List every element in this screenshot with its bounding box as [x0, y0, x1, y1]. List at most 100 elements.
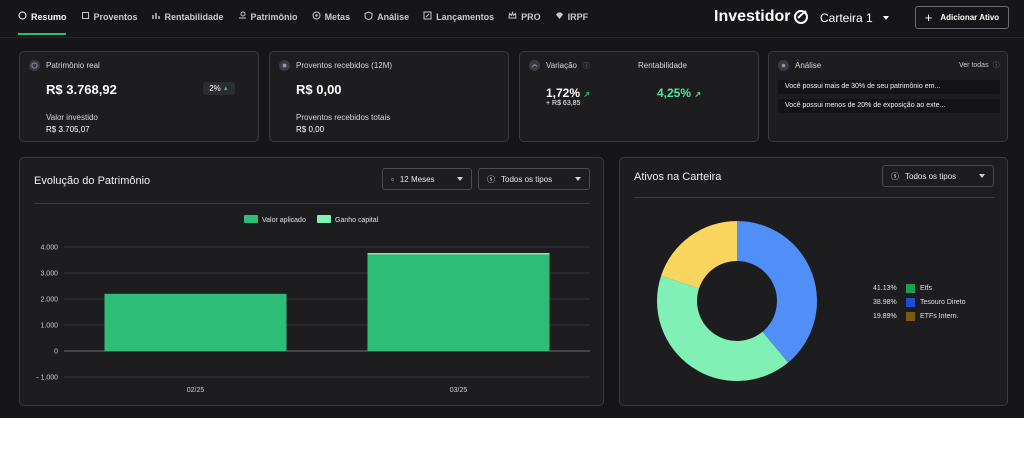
proventos-value: R$ 0,00 — [296, 82, 342, 97]
legend-swatch — [906, 311, 915, 321]
y-tick-label: 4.000 — [40, 245, 58, 252]
legend-label: Valor aplicado — [262, 217, 306, 224]
type-select[interactable]: ⓢ Todos os tipos — [478, 168, 590, 190]
nav-tab-irpf[interactable]: IRPF — [555, 11, 589, 22]
globe-icon — [29, 60, 40, 71]
brand-logo[interactable]: Investidor — [714, 8, 809, 26]
legend-label: ETFs Intern. — [920, 312, 959, 320]
donut-slice-etfs-intern-[interactable] — [661, 221, 737, 289]
insight-item[interactable]: Você possui mais de 30% de seu patrimôni… — [778, 80, 1000, 94]
legend-item[interactable]: Valor aplicado — [244, 215, 306, 224]
active-tab-indicator — [18, 33, 66, 35]
sub-value: R$ 3.705,07 — [46, 125, 90, 134]
legend-row: 38.98% Tesouro Direto — [873, 295, 966, 309]
nav-tab-resumo[interactable]: Resumo — [18, 11, 67, 22]
card-variacao: Variação ⓘ Rentabilidade 1,72% ↗ + R$ 63… — [519, 51, 759, 142]
book-icon — [81, 11, 90, 22]
donut-slice-tesouro-direto[interactable] — [737, 221, 817, 363]
y-tick-label: - 1.000 — [36, 375, 58, 382]
y-tick-label: 2.000 — [40, 297, 58, 304]
wallet-name: Carteira 1 — [820, 11, 873, 25]
nav-tab-metas[interactable]: Metas — [312, 11, 350, 22]
rentabilidade-title: Rentabilidade — [638, 61, 687, 70]
nav-tab-label: Patrimônio — [250, 11, 298, 22]
nav-tab-pro[interactable]: PRO — [508, 10, 541, 22]
bar-chart-icon — [151, 11, 161, 22]
y-tick-label: 3.000 — [40, 271, 58, 278]
sub-value: R$ 0,00 — [296, 125, 325, 134]
nav-tab-analise[interactable]: Análise — [364, 11, 409, 22]
chevron-down-icon — [457, 177, 463, 181]
variation-badge: 2% ▲ — [203, 82, 235, 95]
evolucao-panel: Evolução do Patrimônio ▫ 12 Meses ⓢ Todos … — [19, 157, 604, 406]
chevron-down-icon — [979, 174, 985, 178]
help-icon[interactable]: ⓘ — [582, 62, 590, 70]
arrow-up-right-icon: ↗ — [583, 90, 591, 99]
diamond-icon — [555, 11, 564, 22]
legend-row: 41.13% Etfs — [873, 281, 966, 295]
bar-valor-aplicado[interactable] — [104, 293, 287, 351]
patrimonio-value: R$ 3.768,92 — [46, 82, 117, 97]
nav-tab-patrimonio[interactable]: Patrimônio — [238, 11, 298, 22]
nav-tab-label: Rentabilidade — [164, 11, 224, 22]
target-icon — [312, 11, 321, 22]
legend-swatch — [317, 215, 331, 223]
arrow-up-icon: ▲ — [222, 85, 229, 92]
nav-tab-rentabilidade[interactable]: Rentabilidade — [151, 11, 224, 22]
legend-pct: 38.98% — [873, 298, 897, 306]
bar-ganho-capital[interactable] — [367, 253, 550, 255]
sub-label: Proventos recebidos totais — [296, 113, 391, 122]
ativos-panel: Ativos na Carteira ⓢ Todos os tipos — [619, 157, 1008, 406]
hand-coin-icon — [238, 11, 247, 22]
nav-tab-label: PRO — [521, 11, 541, 22]
crown-icon — [508, 10, 517, 22]
nav-tab-label: Lançamentos — [436, 11, 495, 22]
period-select[interactable]: ▫ 12 Meses — [382, 168, 472, 190]
ativos-donut-chart — [657, 221, 817, 381]
type-select[interactable]: ⓢ Todos os tipos — [882, 165, 994, 187]
help-icon: ⓘ — [992, 62, 1000, 69]
bar-valor-aplicado[interactable] — [367, 254, 550, 351]
panel-title: Evolução do Patrimônio — [34, 175, 151, 187]
analysis-icon — [778, 60, 789, 71]
divider — [34, 203, 590, 204]
variacao-pct: 1,72% — [546, 86, 581, 100]
divider — [634, 197, 995, 198]
coins-icon — [279, 60, 290, 71]
card-title: Variação — [546, 61, 577, 70]
period-value: 12 Meses — [399, 174, 435, 184]
legend-pct: 41.13% — [873, 284, 897, 292]
dashboard-icon — [18, 11, 27, 22]
card-title: Patrimônio real — [46, 61, 100, 70]
legend-row: 19.89% ETFs Intern. — [873, 309, 966, 323]
plus-icon: + — [924, 10, 933, 25]
dollar-icon: ⓢ — [891, 171, 899, 181]
card-title: Análise — [795, 61, 822, 70]
rentabilidade-value: 4,25% ↗ — [657, 86, 701, 100]
nav-tab-lancamentos[interactable]: Lançamentos — [423, 11, 494, 22]
add-asset-button[interactable]: + Adicionar Ativo — [915, 6, 1009, 29]
legend-label: Ganho capital — [335, 217, 379, 224]
wallet-selector[interactable]: Carteira 1 — [820, 11, 889, 25]
nav-tab-label: Proventos — [93, 11, 138, 22]
rent-pct: 4,25% — [657, 86, 692, 100]
nav-items: Resumo Proventos Rentabilidade Patrimônio Me… — [18, 10, 589, 22]
brand-name: Investidor — [714, 8, 791, 25]
insight-item[interactable]: Você possui menos de 20% de exposição ao… — [778, 99, 1000, 113]
variacao-value: 1,72% ↗ — [546, 86, 590, 100]
calendar-icon: ▫ — [391, 174, 394, 184]
card-proventos: Proventos recebidos (12M) R$ 0,00 Proven… — [269, 51, 509, 142]
donut-slice-etfs[interactable] — [657, 275, 789, 381]
donut-legend: 41.13% Etfs 38.98% Tesouro Direto 19.89% ETFs… — [873, 281, 966, 323]
chevron-down-icon — [575, 177, 581, 181]
evolucao-bar-chart: Valor aplicado Ganho capital 4.000 3.000 2.0… — [36, 215, 590, 394]
chevron-down-icon — [882, 16, 889, 20]
nav-tab-proventos[interactable]: Proventos — [81, 11, 138, 22]
legend-item[interactable]: Ganho capital — [317, 215, 379, 224]
nav-tab-label: Resumo — [31, 11, 67, 22]
see-all-link[interactable]: Ver todas ⓘ — [959, 60, 1000, 70]
badge-value: 2% — [209, 84, 221, 93]
nav-tab-label: IRPF — [567, 11, 589, 22]
arrow-up-right-icon: ↗ — [694, 90, 702, 99]
trend-icon — [529, 60, 540, 71]
